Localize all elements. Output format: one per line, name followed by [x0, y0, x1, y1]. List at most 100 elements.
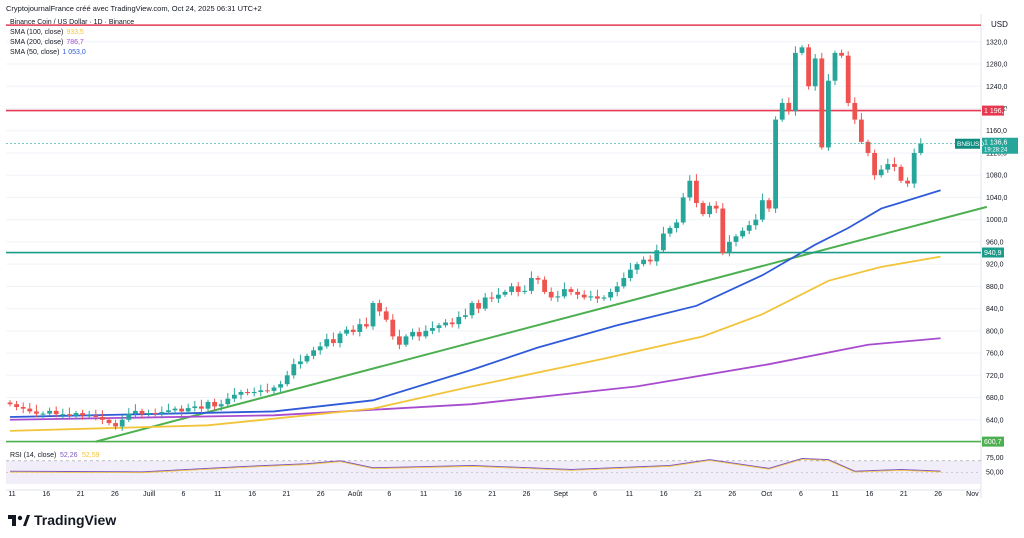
x-tick-label: 16: [42, 491, 50, 498]
candle-body: [126, 413, 132, 420]
candle-body: [793, 52, 798, 112]
candle-body: [845, 55, 851, 103]
y-tick-label: 1080,0: [986, 173, 1008, 180]
symbol-line: Binance Coin / US Dollar · 1D · Binance: [10, 19, 135, 26]
candle-body: [73, 413, 79, 416]
candle-body: [568, 289, 574, 292]
candle-body: [489, 297, 495, 299]
candle-body: [93, 415, 99, 417]
candle-body: [872, 152, 877, 176]
candle-body: [199, 406, 204, 409]
x-tick-label: 21: [900, 491, 908, 498]
candle-body: [179, 408, 184, 412]
current-price-countdown: 19:28:24: [984, 148, 1008, 154]
candle-body: [258, 390, 264, 392]
candle-body: [298, 361, 303, 365]
candle-body: [746, 225, 752, 231]
candle-body: [812, 58, 818, 87]
candle-body: [806, 47, 811, 87]
candle-body: [634, 264, 640, 270]
x-tick-label: 26: [934, 491, 942, 498]
candle-body: [357, 324, 363, 332]
candle-body: [331, 339, 336, 344]
indicator-legend: Binance Coin / US Dollar · 1D · Binance …: [10, 18, 134, 58]
candle-body: [628, 269, 633, 279]
candle-body: [47, 410, 52, 414]
candle-body: [449, 322, 455, 325]
current-price-value: 1 136,6: [984, 140, 1007, 147]
candle-body: [819, 58, 825, 148]
candle-body: [555, 296, 561, 298]
candle-body: [80, 413, 85, 416]
candle-body: [859, 119, 864, 142]
candle-body: [291, 364, 297, 376]
candle-body: [238, 391, 244, 395]
level-label: 1 196,2: [984, 108, 1007, 115]
candle-body: [621, 278, 627, 287]
level-tag: [982, 105, 1004, 116]
candle-body: [535, 278, 541, 280]
candle-body: [7, 402, 13, 405]
candle-body: [212, 401, 217, 407]
candle-body: [106, 419, 112, 424]
y-tick-label: 920,0: [986, 262, 1004, 269]
candle-body: [390, 319, 396, 337]
y-tick-label: 1280,0: [986, 62, 1008, 69]
x-tick-label: 21: [77, 491, 85, 498]
candle-body: [529, 278, 534, 291]
candle-body: [885, 164, 891, 170]
candle-body: [720, 208, 726, 254]
x-tick-label: 6: [799, 491, 803, 498]
y-tick-label: 840,0: [986, 306, 1004, 313]
legend-sma100: SMA (100, close) 933,5: [10, 29, 84, 36]
candle-body: [661, 233, 666, 251]
x-tick-label: 6: [387, 491, 391, 498]
candle-body: [317, 346, 323, 351]
rsi-value: 52,26: [60, 452, 78, 459]
candle-body: [14, 404, 19, 407]
candle-body: [878, 169, 884, 176]
rsi-ma-line: [9, 458, 941, 474]
x-tick-label: 16: [866, 491, 874, 498]
candle-body: [245, 391, 250, 394]
candle-body: [344, 329, 349, 334]
candle-body: [753, 219, 759, 226]
x-tick-label: Août: [348, 491, 362, 498]
rsi-tick-label: 75,00: [986, 455, 1004, 462]
y-tick-label: 760,0: [986, 351, 1004, 358]
candle-body: [542, 279, 547, 292]
candle-body: [218, 404, 224, 407]
level-tag: [982, 436, 1004, 447]
candle-body: [113, 423, 118, 427]
candle-body: [34, 411, 39, 414]
candle-body: [383, 311, 389, 320]
level-label: 600,7: [984, 439, 1002, 446]
candle-body: [898, 166, 904, 181]
x-tick-label: 11: [832, 491, 839, 498]
x-tick-label: Juill: [143, 491, 156, 498]
candle-body: [694, 180, 699, 203]
candle-body: [350, 329, 356, 332]
symbol-tag-label: BNBUSD: [957, 141, 984, 148]
candle-body: [60, 414, 66, 416]
candle-body: [265, 390, 270, 392]
candle-body: [918, 143, 924, 153]
candle-body: [865, 141, 871, 153]
candle-body: [20, 406, 26, 409]
rsi-label: RSI (14, close): [10, 452, 56, 459]
current-price-tag: [982, 137, 1018, 154]
candle-body: [410, 331, 415, 337]
candle-body: [205, 401, 211, 409]
candle-body: [416, 331, 422, 337]
candle-body: [469, 303, 475, 316]
y-tick-label: 640,0: [986, 417, 1004, 424]
sma200-line: [9, 337, 941, 421]
x-tick-label: Nov: [966, 491, 979, 498]
candle-body: [40, 413, 46, 415]
candle-body: [251, 391, 257, 394]
candle-body: [463, 315, 468, 317]
candle-body: [192, 406, 198, 409]
candle-body: [436, 325, 442, 329]
candle-body: [476, 303, 481, 309]
candle-body: [654, 250, 660, 262]
